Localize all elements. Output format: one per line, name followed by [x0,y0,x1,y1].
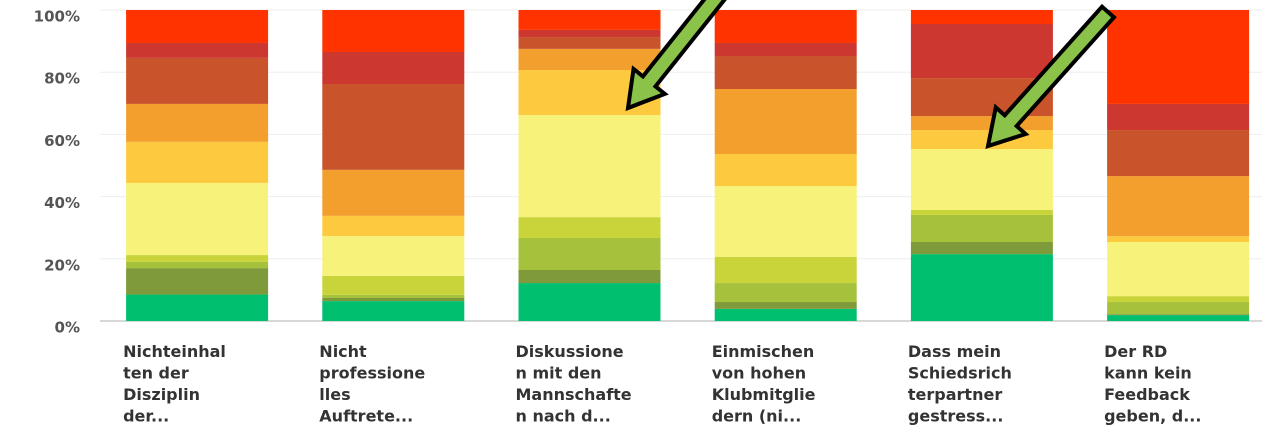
bar-segment [518,217,661,238]
x-tick-label-line: professione [319,363,425,382]
y-tick-label: 80% [44,70,80,88]
bar-segment [126,141,269,183]
x-tick-label-line: Dass mein [908,342,1001,361]
bar-segment [714,283,857,303]
bar-segment [714,42,857,57]
bar-segment [322,301,465,321]
bar-segment [1107,242,1250,297]
y-tick-label: 60% [44,132,80,150]
bar-segment [910,242,1053,255]
bar-segment [910,254,1053,321]
bar-segment [910,209,1053,215]
bar-segment [322,294,465,298]
bar-segment [518,29,661,38]
x-tick-label-line: Auftrete... [319,406,413,425]
bar-segment [322,215,465,237]
bar-segment [518,115,661,218]
bar-segment [1107,236,1250,243]
bar-segment [910,214,1053,243]
bar-segment [714,308,857,321]
x-tick-label-line: Mannschafte [516,385,632,404]
bar-segment [126,182,269,256]
x-tick-label-line: von hohen [712,363,806,382]
x-tick-label-line: n nach d... [516,406,611,425]
bar-segment [910,130,1053,150]
bar-segment [714,256,857,284]
x-tick-label-line: kann kein [1104,363,1192,382]
bar-segment [518,269,661,284]
x-tick-label-line: ten der [123,363,189,382]
bar-segment [518,48,661,71]
y-tick-label: 40% [44,194,80,212]
x-tick-label: Nicht professione lles Auftrete... [319,342,425,426]
bar-segment [714,302,857,309]
x-tick-label-line: Nicht [319,342,367,361]
x-tick-label-line: Einmischen [712,342,815,361]
bar-segment [126,57,269,104]
bar-segment [1107,176,1250,237]
bar-segment [518,237,661,270]
y-tick-label: 0% [55,319,80,337]
arrow [985,3,1117,149]
x-tick-label-line: Der RD [1104,342,1167,361]
bar-segment [322,297,465,302]
bar-segment [126,268,269,295]
bar-segment [322,10,465,52]
x-tick-label: Einmischen von hohen Klubmitglie dern (ni..… [712,342,816,426]
bar-segment [518,283,661,321]
x-tick-label-line: gestress... [908,406,1004,425]
x-tick-label-line: lles [319,385,350,404]
y-tick-label: 20% [44,256,80,274]
bar-segment [910,10,1053,24]
x-tick-label: Diskussione n mit den Mannschafte n nach d.… [516,342,632,426]
x-tick-label-line: terpartner [908,385,1002,404]
x-tick-label: Der RD kann kein Feedback geben, d... [1104,342,1201,426]
x-tick-label-line: n mit den [516,363,602,382]
bar-segment [714,153,857,187]
bar-segment [322,275,465,295]
bar-segment [322,236,465,276]
bar-segment [322,51,465,85]
y-tick-label: 100% [34,8,80,26]
x-tick-label: Nichteinhal ten der Disziplin der... [123,342,226,426]
bar-segment [714,88,857,154]
bar-segment [910,149,1053,210]
x-tick-label-line: dern (ni... [712,406,802,425]
bar-segment [1107,315,1250,321]
bar-segment [714,56,857,89]
arrow [625,0,727,112]
bar-segment [126,42,269,58]
bar-segment [1107,130,1250,177]
bar-segment [518,10,661,30]
bar-segment [126,255,269,262]
x-tick-label-line: Feedback [1104,385,1190,404]
bar-segment [126,261,269,269]
bar-segment [1107,302,1250,315]
bar-segment [1107,103,1250,131]
x-tick-label-line: der... [123,406,169,425]
bar-segment [1107,314,1250,316]
bar-segment [126,294,269,321]
bar-segment [1107,296,1250,303]
bar-segment [126,103,269,142]
bar-segment [910,116,1053,131]
x-tick-label-line: geben, d... [1104,406,1201,425]
bar-segment [910,23,1053,79]
x-tick-label-line: Schiedsrich [908,363,1012,382]
x-tick-label-line: Diskussione [516,342,624,361]
bar-segment [322,84,465,170]
bar-segment [518,37,661,49]
x-tick-label: Dass mein Schiedsrich terpartner gestress..… [908,342,1012,426]
bar-segment [714,186,857,257]
x-tick-label-line: Disziplin [123,385,200,404]
x-tick-label-line: Klubmitglie [712,385,816,404]
bar-segment [322,169,465,216]
bar-segment [1107,10,1250,104]
x-tick-label-line: Nichteinhal [123,342,226,361]
bar-segment [126,10,269,43]
bar-segment [714,10,857,43]
